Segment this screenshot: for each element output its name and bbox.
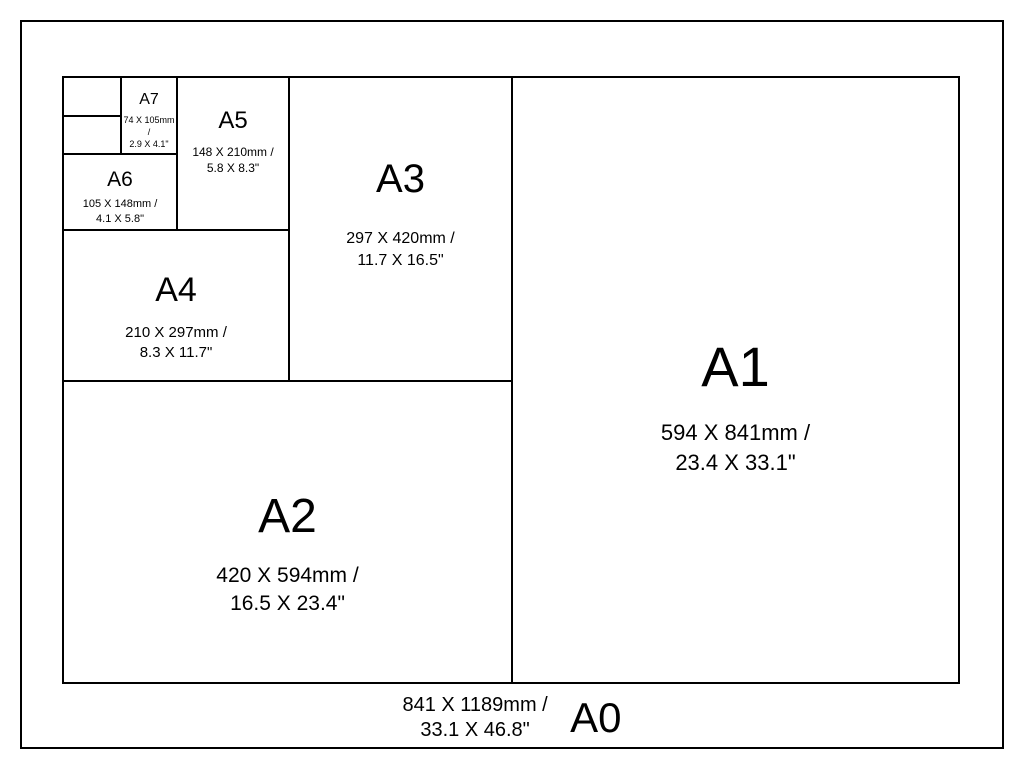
a0-title: A0: [570, 694, 621, 742]
a0-dims: 841 X 1189mm / 33.1 X 46.8": [402, 693, 565, 743]
a5-dims: 148 X 210mm / 5.8 X 8.3": [178, 144, 288, 176]
a2-box: A2 420 X 594mm / 16.5 X 23.4": [62, 380, 513, 684]
a3-title: A3: [290, 158, 511, 200]
a8-box-upper: [62, 76, 122, 117]
a3-box: A3 297 X 420mm / 11.7 X 16.5": [288, 76, 513, 382]
a4-dims: 210 X 297mm / 8.3 X 11.7": [64, 323, 288, 364]
a8-box-lower: [62, 115, 122, 155]
a1-dims: 594 X 841mm / 23.4 X 33.1": [513, 418, 958, 477]
a7-title: A7: [122, 92, 176, 109]
a4-box: A4 210 X 297mm / 8.3 X 11.7": [62, 229, 290, 382]
a1-title: A1: [513, 338, 958, 397]
a5-title: A5: [178, 108, 288, 133]
a0-caption: 841 X 1189mm / 33.1 X 46.8" A0: [20, 693, 1004, 743]
a3-dims: 297 X 420mm / 11.7 X 16.5": [290, 228, 511, 271]
a6-dims: 105 X 148mm / 4.1 X 5.8": [64, 197, 176, 227]
a5-box: A5 148 X 210mm / 5.8 X 8.3": [176, 76, 290, 231]
a7-dims: 74 X 105mm / 2.9 X 4.1": [122, 114, 176, 150]
a2-title: A2: [64, 492, 511, 542]
a6-title: A6: [64, 169, 176, 191]
a2-dims: 420 X 594mm / 16.5 X 23.4": [64, 562, 511, 619]
a4-title: A4: [64, 273, 288, 309]
a7-box: A7 74 X 105mm / 2.9 X 4.1": [120, 76, 178, 155]
a6-box: A6 105 X 148mm / 4.1 X 5.8": [62, 153, 178, 231]
a1-box: A1 594 X 841mm / 23.4 X 33.1": [511, 76, 960, 684]
